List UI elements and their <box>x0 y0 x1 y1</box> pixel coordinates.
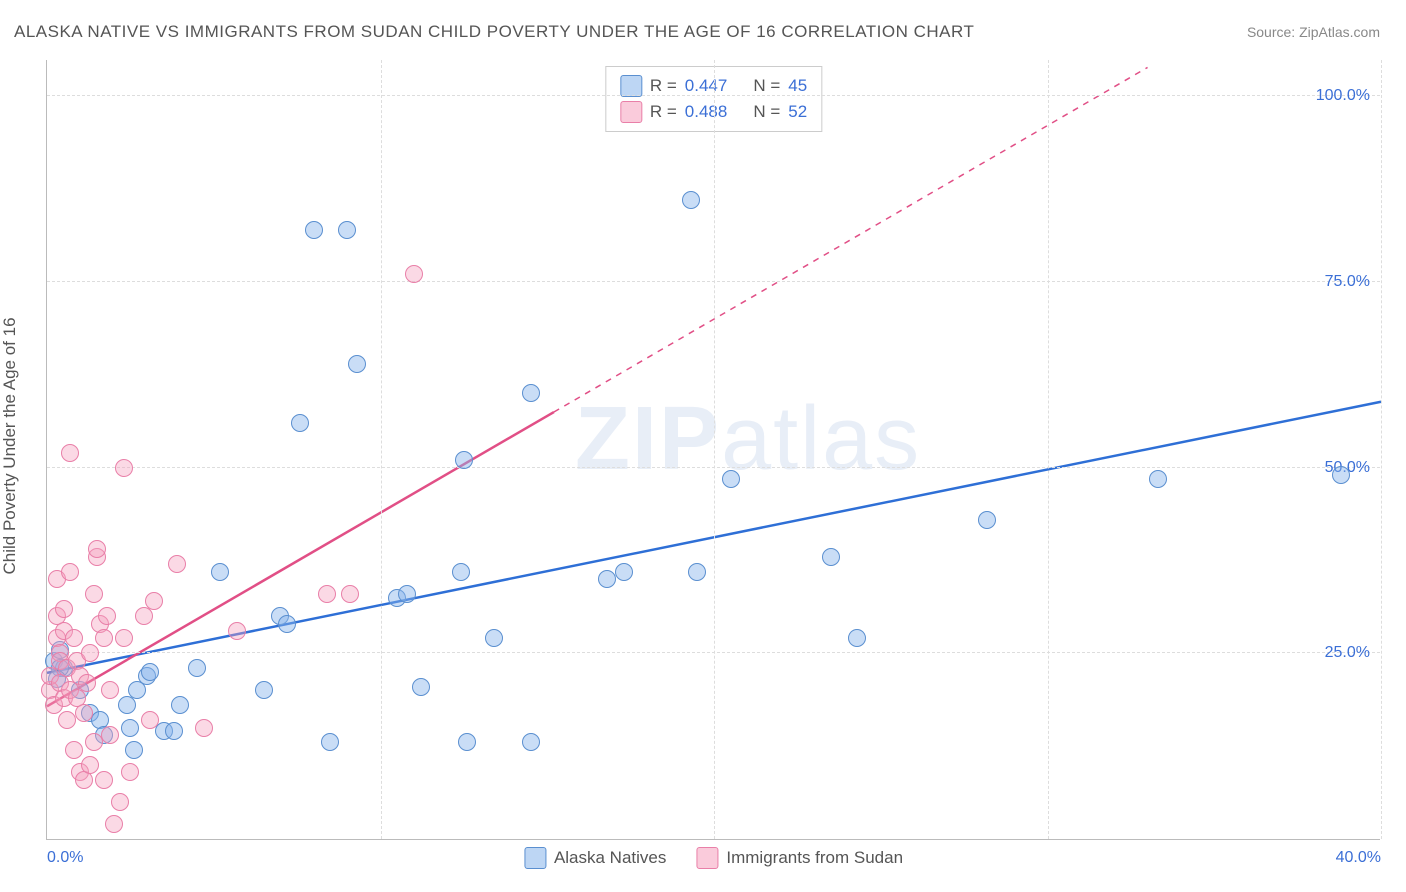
data-point <box>171 696 189 714</box>
legend-r-label: R = <box>650 99 677 125</box>
data-point <box>452 563 470 581</box>
data-point <box>458 733 476 751</box>
xtick-label: 0.0% <box>47 849 83 867</box>
data-point <box>145 592 163 610</box>
data-point <box>95 771 113 789</box>
data-point <box>98 607 116 625</box>
data-point <box>75 704 93 722</box>
data-point <box>228 622 246 640</box>
y-axis-label: Child Poverty Under the Age of 16 <box>0 317 20 574</box>
data-point <box>278 615 296 633</box>
data-point <box>338 221 356 239</box>
legend-label-blue: Alaska Natives <box>554 848 666 868</box>
data-point <box>61 563 79 581</box>
data-point <box>598 570 616 588</box>
legend-r-value-pink: 0.488 <box>685 99 728 125</box>
gridline-v <box>1381 60 1382 839</box>
data-point <box>522 733 540 751</box>
data-point <box>978 511 996 529</box>
data-point <box>58 711 76 729</box>
ytick-label: 100.0% <box>1316 87 1370 105</box>
watermark: ZIPatlas <box>575 388 921 491</box>
ytick-label: 25.0% <box>1325 644 1370 662</box>
data-point <box>115 629 133 647</box>
data-point <box>81 756 99 774</box>
data-point <box>65 629 83 647</box>
data-point <box>1332 466 1350 484</box>
gridline-v <box>714 60 715 839</box>
data-point <box>165 722 183 740</box>
data-point <box>255 681 273 699</box>
ytick-label: 75.0% <box>1325 273 1370 291</box>
data-point <box>188 659 206 677</box>
legend-label-pink: Immigrants from Sudan <box>726 848 903 868</box>
data-point <box>101 681 119 699</box>
series-legend: Alaska Natives Immigrants from Sudan <box>524 847 903 869</box>
data-point <box>1149 470 1167 488</box>
data-point <box>485 629 503 647</box>
data-point <box>291 414 309 432</box>
chart-title: ALASKA NATIVE VS IMMIGRANTS FROM SUDAN C… <box>14 22 974 42</box>
data-point <box>348 355 366 373</box>
data-point <box>55 600 73 618</box>
data-point <box>455 451 473 469</box>
data-point <box>848 629 866 647</box>
legend-n-value-pink: 52 <box>788 99 807 125</box>
swatch-blue-icon <box>620 75 642 97</box>
swatch-blue-icon <box>524 847 546 869</box>
data-point <box>115 459 133 477</box>
data-point <box>168 555 186 573</box>
swatch-pink-icon <box>696 847 718 869</box>
legend-item-blue: Alaska Natives <box>524 847 666 869</box>
data-point <box>682 191 700 209</box>
data-point <box>321 733 339 751</box>
data-point <box>398 585 416 603</box>
data-point <box>81 644 99 662</box>
data-point <box>688 563 706 581</box>
data-point <box>125 741 143 759</box>
data-point <box>85 585 103 603</box>
data-point <box>88 540 106 558</box>
data-point <box>61 444 79 462</box>
data-point <box>141 663 159 681</box>
data-point <box>522 384 540 402</box>
data-point <box>105 815 123 833</box>
data-point <box>95 629 113 647</box>
data-point <box>78 674 96 692</box>
data-point <box>121 719 139 737</box>
data-point <box>211 563 229 581</box>
data-point <box>341 585 359 603</box>
data-point <box>305 221 323 239</box>
gridline-v <box>381 60 382 839</box>
legend-n-label: N = <box>753 99 780 125</box>
data-point <box>141 711 159 729</box>
data-point <box>412 678 430 696</box>
data-point <box>722 470 740 488</box>
swatch-pink-icon <box>620 101 642 123</box>
xtick-label: 40.0% <box>1336 849 1381 867</box>
data-point <box>111 793 129 811</box>
data-point <box>121 763 139 781</box>
data-point <box>101 726 119 744</box>
data-point <box>615 563 633 581</box>
data-point <box>65 741 83 759</box>
data-point <box>195 719 213 737</box>
data-point <box>822 548 840 566</box>
gridline-v <box>1048 60 1049 839</box>
data-point <box>405 265 423 283</box>
data-point <box>85 733 103 751</box>
scatter-plot: ZIPatlas R = 0.447 N = 45 R = 0.488 N = … <box>46 60 1380 840</box>
legend-item-pink: Immigrants from Sudan <box>696 847 903 869</box>
source-label: Source: ZipAtlas.com <box>1247 24 1380 40</box>
data-point <box>318 585 336 603</box>
